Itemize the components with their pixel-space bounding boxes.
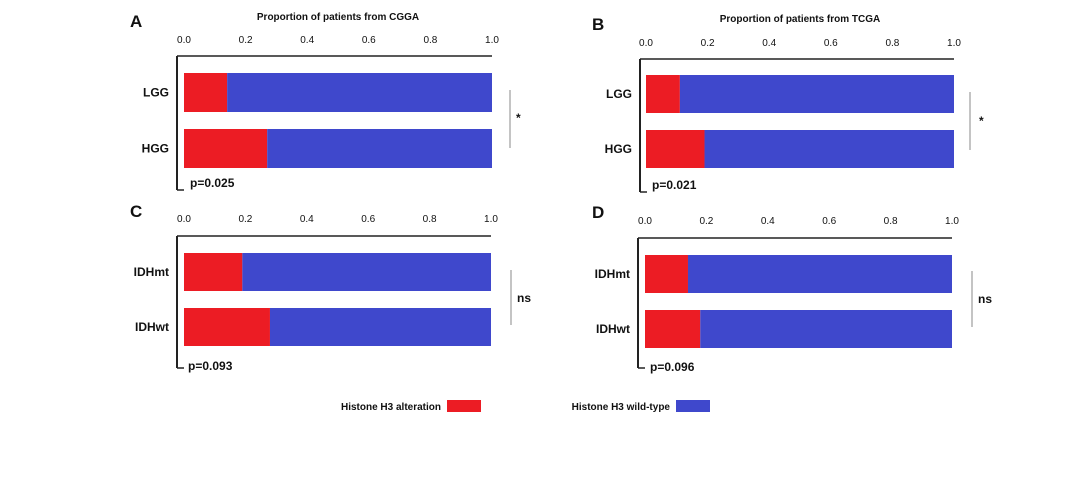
x-tick-label: 0.4 bbox=[761, 216, 775, 227]
category-label: IDHmt bbox=[595, 267, 630, 281]
x-tick-label: 0.8 bbox=[884, 216, 898, 227]
category-label: IDHwt bbox=[596, 322, 630, 336]
x-tick-label: 1.0 bbox=[947, 38, 961, 49]
panel-letter: B bbox=[592, 15, 604, 34]
panel-b: B Proportion of patients from TCGA 0.0 0.2 0… bbox=[592, 14, 984, 193]
legend-swatch-wild-type bbox=[676, 400, 710, 412]
x-tick-label: 1.0 bbox=[485, 35, 499, 46]
p-value: p=0.021 bbox=[652, 178, 697, 192]
chart-title: Proportion of patients from CGGA bbox=[257, 12, 419, 23]
category-label: IDHmt bbox=[134, 265, 169, 279]
legend: Histone H3 alteration Histone H3 wild-ty… bbox=[341, 400, 710, 413]
x-tick-label: 0.2 bbox=[699, 216, 713, 227]
x-tick-label: 0.6 bbox=[824, 38, 838, 49]
panel-a: A Proportion of patients from CGGA 0.0 0.2 0… bbox=[130, 12, 521, 191]
x-tick-label: 0.0 bbox=[639, 38, 653, 49]
panel-letter: A bbox=[130, 12, 142, 31]
x-tick-label: 0.6 bbox=[822, 216, 836, 227]
panel-letter: D bbox=[592, 203, 604, 222]
legend-swatch-alteration bbox=[447, 400, 481, 412]
p-value: p=0.096 bbox=[650, 360, 695, 374]
x-tick-label: 0.4 bbox=[300, 35, 314, 46]
category-label: IDHwt bbox=[135, 320, 169, 334]
x-tick-label: 0.2 bbox=[239, 35, 253, 46]
x-tick-label: 0.4 bbox=[300, 214, 314, 225]
x-tick-label: 0.6 bbox=[362, 35, 376, 46]
x-tick-label: 1.0 bbox=[484, 214, 498, 225]
bar-idhmt-alteration bbox=[184, 253, 243, 291]
chart-title: Proportion of patients from TCGA bbox=[720, 14, 881, 25]
category-label: HGG bbox=[142, 142, 169, 156]
x-tick-label: 0.8 bbox=[423, 35, 437, 46]
significance-marker: ns bbox=[978, 292, 992, 306]
p-value: p=0.025 bbox=[190, 176, 235, 190]
bar-lgg-wild-type bbox=[227, 73, 492, 112]
x-tick-label: 0.2 bbox=[238, 214, 252, 225]
category-label: HGG bbox=[605, 142, 632, 156]
bar-hgg-alteration bbox=[646, 130, 705, 168]
legend-label-wild-type: Histone H3 wild-type bbox=[572, 402, 671, 413]
x-tick-label: 0.4 bbox=[762, 38, 776, 49]
bar-idhwt-alteration bbox=[184, 308, 270, 346]
bar-hgg-alteration bbox=[184, 129, 268, 168]
p-value: p=0.093 bbox=[188, 359, 233, 373]
x-tick-label: 0.0 bbox=[638, 216, 652, 227]
legend-label-alteration: Histone H3 alteration bbox=[341, 402, 441, 413]
panel-d: D 0.0 0.2 0.4 0.6 0.8 1.0 IDHmt IDHwt p=0.096 ns bbox=[592, 203, 992, 374]
x-tick-label: 0.0 bbox=[177, 214, 191, 225]
significance-marker: ns bbox=[517, 291, 531, 305]
x-tick-label: 1.0 bbox=[945, 216, 959, 227]
panel-c: C 0.0 0.2 0.4 0.6 0.8 1.0 IDHmt IDHwt p=0.093 ns bbox=[130, 202, 531, 373]
bar-idhmt-alteration bbox=[645, 255, 688, 293]
category-label: LGG bbox=[606, 87, 632, 101]
x-tick-label: 0.0 bbox=[177, 35, 191, 46]
significance-marker: * bbox=[516, 111, 521, 125]
bar-idhmt-wild-type bbox=[687, 255, 952, 293]
bar-hgg-wild-type bbox=[704, 130, 954, 168]
bar-lgg-alteration bbox=[184, 73, 228, 112]
bar-idhwt-wild-type bbox=[700, 310, 952, 348]
x-tick-label: 0.8 bbox=[885, 38, 899, 49]
bar-lgg-alteration bbox=[646, 75, 680, 113]
bar-idhmt-wild-type bbox=[242, 253, 491, 291]
bar-hgg-wild-type bbox=[267, 129, 492, 168]
panels: A Proportion of patients from CGGA 0.0 0.2 0… bbox=[130, 12, 992, 374]
bar-idhwt-wild-type bbox=[269, 308, 491, 346]
x-tick-label: 0.6 bbox=[361, 214, 375, 225]
category-label: LGG bbox=[143, 86, 169, 100]
bar-lgg-wild-type bbox=[679, 75, 954, 113]
x-tick-label: 0.8 bbox=[423, 214, 437, 225]
panel-letter: C bbox=[130, 202, 142, 221]
x-tick-label: 0.2 bbox=[701, 38, 715, 49]
bar-idhwt-alteration bbox=[645, 310, 701, 348]
significance-marker: * bbox=[979, 114, 984, 128]
